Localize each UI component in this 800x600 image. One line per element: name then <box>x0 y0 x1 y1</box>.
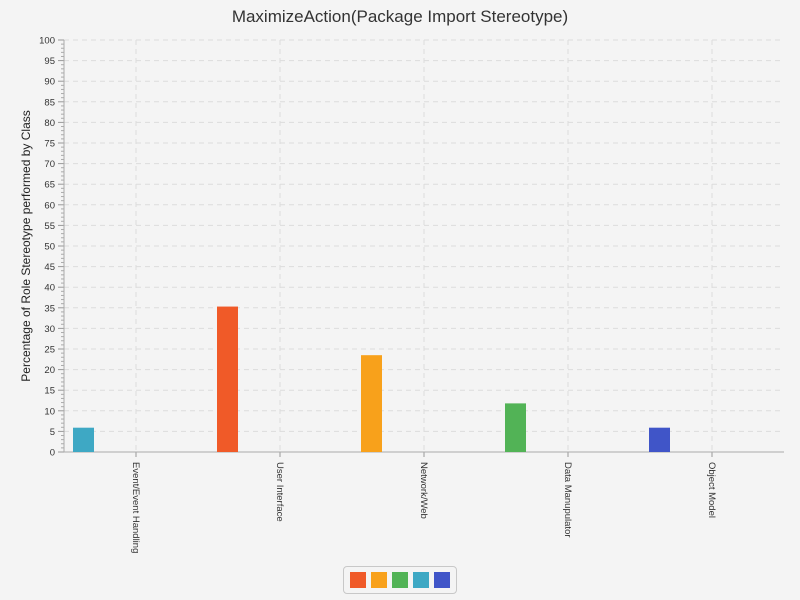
y-tick-label: 75 <box>44 139 55 150</box>
y-tick-label: 5 <box>50 427 55 438</box>
bar <box>649 427 670 452</box>
y-tick-label: 50 <box>44 242 55 253</box>
legend-swatch <box>413 572 429 588</box>
legend-swatch <box>350 572 366 588</box>
y-tick-label: 85 <box>44 97 55 108</box>
chart-legend <box>343 566 457 594</box>
y-tick-label: 35 <box>44 303 55 314</box>
y-tick-label: 80 <box>44 118 55 129</box>
y-tick-label: 0 <box>50 448 55 459</box>
chart-title: MaximizeAction(Package Import Stereotype… <box>231 7 569 26</box>
y-tick-label: 70 <box>44 159 55 170</box>
bar <box>73 427 94 452</box>
y-tick-label: 15 <box>44 386 55 397</box>
bar <box>361 355 382 452</box>
y-tick-label: 65 <box>44 180 55 191</box>
y-axis-label: Percentage of Role Stereotype performed … <box>19 110 33 381</box>
y-tick-label: 55 <box>44 221 55 232</box>
y-tick-label: 60 <box>44 200 55 211</box>
y-tick-label: 95 <box>44 56 55 67</box>
x-tick-label: Network/Web <box>418 462 429 519</box>
bar <box>217 306 238 452</box>
bar <box>505 403 526 452</box>
legend-swatch <box>392 572 408 588</box>
legend-swatch <box>434 572 450 588</box>
x-tick-label: Data Manupulator <box>562 462 573 538</box>
x-tick-label: User Interface <box>274 462 285 522</box>
legend-swatch <box>371 572 387 588</box>
y-tick-label: 45 <box>44 262 55 273</box>
y-tick-label: 30 <box>44 324 55 335</box>
y-tick-label: 100 <box>39 36 55 47</box>
x-tick-label: Object Model <box>706 462 717 518</box>
x-tick-label: Event/Event Handling <box>130 462 141 553</box>
y-tick-label: 25 <box>44 345 55 356</box>
y-tick-label: 40 <box>44 283 55 294</box>
y-tick-label: 90 <box>44 77 55 88</box>
y-tick-label: 20 <box>44 365 55 376</box>
y-tick-label: 10 <box>44 406 55 417</box>
